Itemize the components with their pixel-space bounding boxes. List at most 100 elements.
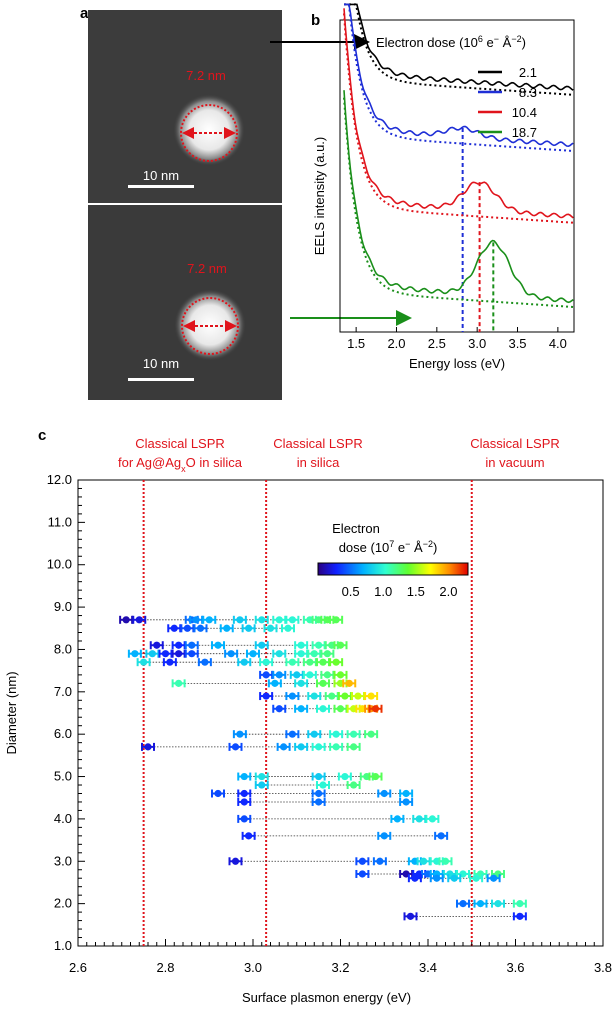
data-point (275, 671, 283, 679)
panel-c-label: c (38, 427, 46, 444)
ref-label-vacuum-line1: Classical LSPR (470, 436, 560, 451)
plasmon-y-tick-label: 12.0 (47, 472, 72, 487)
plasmon-data-points (119, 615, 527, 921)
nanoparticle-top (173, 94, 245, 166)
eels-x-ticks: 1.5 2.0 2.5 3.0 3.5 4.0 (347, 327, 567, 351)
eels-series-18.7 (343, 90, 574, 304)
data-point (227, 650, 235, 658)
data-point (245, 624, 253, 632)
data-point (236, 730, 244, 738)
plasmon-y-tick-label: 1.0 (54, 938, 72, 953)
data-point (271, 679, 279, 687)
data-point (266, 624, 275, 632)
data-point (262, 658, 270, 666)
data-point (166, 658, 174, 666)
data-point (153, 641, 161, 649)
data-point (306, 671, 314, 679)
data-point (459, 900, 467, 908)
data-point (350, 730, 358, 738)
plasmon-x-tick-label: 3.6 (506, 960, 524, 975)
data-point (336, 671, 345, 679)
data-point (402, 789, 410, 798)
data-point (280, 743, 288, 751)
data-point (262, 671, 270, 679)
micrograph-top: 7.2 nm 10 nm (88, 10, 282, 203)
data-point (315, 743, 323, 751)
plasmon-y-tick-label: 5.0 (54, 769, 72, 784)
data-point (332, 743, 340, 751)
plasmon-x-tick-label: 3.0 (244, 960, 262, 975)
data-point (275, 650, 283, 658)
plasmon-y-tick-label: 11.0 (48, 514, 72, 529)
panel-a-label: a (80, 5, 89, 22)
data-point (341, 772, 349, 781)
eels-x-tick-label: 3.0 (468, 336, 486, 351)
data-point (188, 650, 196, 658)
data-point (411, 874, 419, 882)
eels-x-tick-label: 1.5 (347, 336, 365, 351)
scale-bar-bottom (128, 378, 194, 381)
data-point (315, 772, 323, 781)
data-point (441, 857, 450, 865)
data-point (319, 658, 327, 666)
data-point (288, 730, 296, 738)
data-point (175, 641, 183, 649)
data-point (240, 815, 248, 823)
colorbar-tick-label: 1.0 (374, 584, 392, 599)
data-point (332, 730, 340, 738)
plasmon-y-axis-label: Diameter (nm) (4, 671, 19, 754)
data-point (367, 692, 375, 700)
data-point (192, 616, 200, 624)
data-point (350, 781, 358, 789)
colorbar-gradient (317, 562, 469, 576)
data-point (140, 658, 148, 666)
plasmon-x-tick-label: 3.8 (594, 960, 612, 975)
micrograph-bottom: 7.2 nm 10 nm (88, 205, 282, 400)
data-point (476, 900, 485, 908)
data-point (336, 705, 345, 713)
data-point (315, 789, 323, 798)
plasmon-y-tick-label: 9.0 (54, 599, 72, 614)
data-point (315, 641, 323, 649)
data-point (428, 815, 436, 823)
data-point (201, 658, 209, 666)
data-point (472, 874, 480, 882)
data-point (170, 624, 178, 632)
data-point (310, 692, 318, 700)
data-point (516, 900, 524, 908)
eels-legend-label: 8.3 (519, 85, 537, 100)
data-point (175, 679, 183, 687)
ref-label-ag-line1: Classical LSPR (135, 436, 225, 451)
data-point (319, 705, 327, 713)
data-point (358, 870, 366, 878)
eels-legend: 2.1 8.3 10.4 18.7 (478, 65, 537, 140)
data-point (371, 705, 380, 713)
data-point (371, 772, 380, 781)
data-point (231, 857, 240, 865)
data-point (131, 650, 139, 658)
data-point (148, 650, 156, 658)
data-point (196, 624, 205, 632)
colorbar-tick-label: 0.5 (342, 584, 360, 599)
reference-lines (142, 480, 473, 946)
data-point (490, 874, 498, 882)
size-label-top: 7.2 nm (186, 68, 226, 83)
plasmon-x-tick-label: 3.4 (419, 960, 437, 975)
data-point (297, 705, 305, 713)
data-point (240, 772, 248, 781)
data-point (288, 658, 296, 666)
data-point (393, 815, 401, 823)
data-point (323, 650, 331, 658)
data-point (450, 874, 458, 882)
data-point (345, 679, 353, 687)
eels-series-2.1 (344, 3, 574, 91)
data-point (323, 671, 331, 679)
eels-x-tick-label: 2.5 (428, 336, 446, 351)
data-point (332, 658, 340, 666)
data-point (433, 874, 441, 882)
data-point (161, 650, 170, 658)
data-point (175, 650, 183, 658)
data-point (240, 658, 248, 666)
data-point (358, 857, 366, 865)
plasmon-y-tick-label: 6.0 (54, 726, 72, 741)
